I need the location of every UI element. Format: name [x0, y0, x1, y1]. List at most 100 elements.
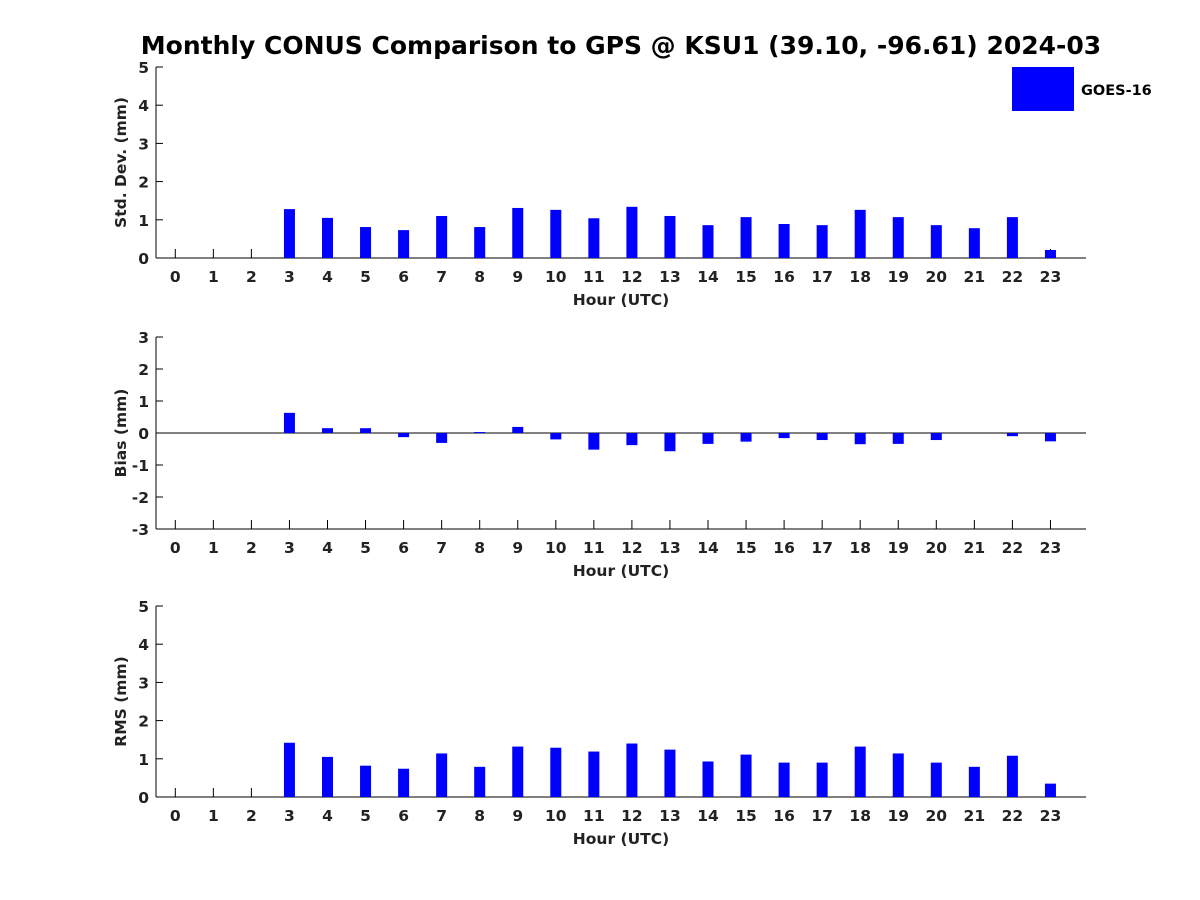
x-tick-label: 18: [849, 807, 871, 825]
bar-hour-22: [1006, 433, 1018, 437]
bar-hour-6: [398, 230, 410, 258]
bar-hour-8: [474, 766, 486, 797]
bar-hour-6: [398, 768, 410, 797]
bar-hour-16: [778, 224, 790, 258]
x-tick-label: 6: [398, 539, 409, 557]
x-tick-label: 5: [360, 539, 371, 557]
legend-label: GOES-16: [1081, 83, 1152, 99]
bar-hour-5: [360, 428, 372, 433]
x-axis-label: Hour (UTC): [573, 830, 669, 848]
x-tick-label: 12: [621, 268, 643, 286]
bar-hour-16: [778, 433, 790, 439]
x-tick-label: 11: [583, 807, 605, 825]
x-tick-label: 2: [246, 807, 257, 825]
x-tick-label: 14: [697, 268, 719, 286]
bar-hour-17: [816, 225, 828, 258]
x-tick-label: 6: [398, 268, 409, 286]
y-tick-label: 3: [138, 674, 149, 692]
x-tick-label: 3: [284, 807, 295, 825]
x-tick-label: 15: [735, 268, 757, 286]
y-tick-label: -3: [132, 521, 149, 539]
bar-hour-7: [436, 215, 448, 258]
y-tick-label: 3: [138, 135, 149, 153]
bar-hour-8: [474, 227, 486, 258]
x-tick-label: 15: [735, 539, 757, 557]
bar-hour-11: [588, 751, 600, 797]
x-tick-label: 21: [964, 268, 986, 286]
bar-hour-5: [360, 227, 372, 258]
x-tick-label: 17: [811, 268, 833, 286]
bar-hour-23: [1044, 433, 1056, 442]
bar-hour-12: [626, 206, 638, 258]
y-tick-label: 2: [138, 713, 149, 731]
x-axis-label: Hour (UTC): [573, 291, 669, 309]
x-tick-label: 8: [474, 268, 485, 286]
x-tick-label: 17: [811, 539, 833, 557]
y-tick-label: 2: [138, 361, 149, 379]
x-tick-label: 8: [474, 807, 485, 825]
x-tick-label: 1: [208, 807, 219, 825]
legend-swatch: [1012, 67, 1074, 111]
bar-hour-12: [626, 743, 638, 797]
x-tick-label: 10: [545, 268, 567, 286]
x-tick-label: 16: [773, 807, 795, 825]
x-tick-label: 9: [512, 539, 523, 557]
x-tick-label: 1: [208, 539, 219, 557]
x-tick-label: 0: [170, 268, 181, 286]
x-tick-label: 2: [246, 268, 257, 286]
x-tick-label: 19: [887, 268, 909, 286]
x-tick-label: 4: [322, 807, 333, 825]
bar-hour-11: [588, 433, 600, 450]
y-tick-label: -2: [132, 489, 149, 507]
x-tick-label: 21: [964, 539, 986, 557]
x-tick-label: 19: [887, 539, 909, 557]
bar-hour-10: [550, 747, 562, 797]
bar-hour-9: [512, 426, 524, 433]
bar-hour-16: [778, 762, 790, 797]
bar-hour-12: [626, 433, 638, 446]
bar-hour-22: [1006, 755, 1018, 797]
bar-hour-7: [436, 433, 448, 443]
x-tick-label: 13: [659, 807, 681, 825]
bar-hour-18: [854, 209, 866, 258]
bar-hour-5: [360, 765, 372, 797]
x-tick-label: 17: [811, 807, 833, 825]
x-tick-label: 19: [887, 807, 909, 825]
y-axis-label: Bias (mm): [112, 389, 130, 478]
bar-hour-13: [664, 215, 676, 258]
x-tick-label: 4: [322, 268, 333, 286]
bar-hour-20: [930, 762, 942, 797]
x-tick-label: 3: [284, 268, 295, 286]
x-tick-label: 6: [398, 807, 409, 825]
bar-hour-18: [854, 433, 866, 445]
bar-hour-7: [436, 753, 448, 797]
bar-hour-3: [283, 412, 295, 433]
x-tick-label: 22: [1002, 539, 1024, 557]
chart-title: Monthly CONUS Comparison to GPS @ KSU1 (…: [141, 31, 1101, 60]
x-tick-label: 10: [545, 807, 567, 825]
x-tick-label: 16: [773, 539, 795, 557]
legend: GOES-16: [1012, 67, 1152, 111]
bar-hour-13: [664, 749, 676, 797]
x-tick-label: 10: [545, 539, 567, 557]
bar-hour-17: [816, 762, 828, 797]
x-tick-label: 21: [964, 807, 986, 825]
bar-hour-23: [1044, 249, 1056, 258]
x-tick-label: 0: [170, 807, 181, 825]
bar-hour-14: [702, 225, 714, 258]
x-tick-label: 20: [926, 539, 948, 557]
bar-hour-14: [702, 433, 714, 444]
bar-hour-3: [283, 742, 295, 797]
x-tick-label: 9: [512, 807, 523, 825]
x-tick-label: 18: [849, 539, 871, 557]
y-tick-label: 0: [138, 425, 149, 443]
x-tick-label: 1: [208, 268, 219, 286]
bar-hour-11: [588, 218, 600, 258]
bar-hour-8: [474, 432, 486, 434]
x-tick-label: 7: [436, 268, 447, 286]
x-tick-label: 13: [659, 268, 681, 286]
y-axis-label: RMS (mm): [112, 656, 130, 746]
x-tick-label: 14: [697, 539, 719, 557]
